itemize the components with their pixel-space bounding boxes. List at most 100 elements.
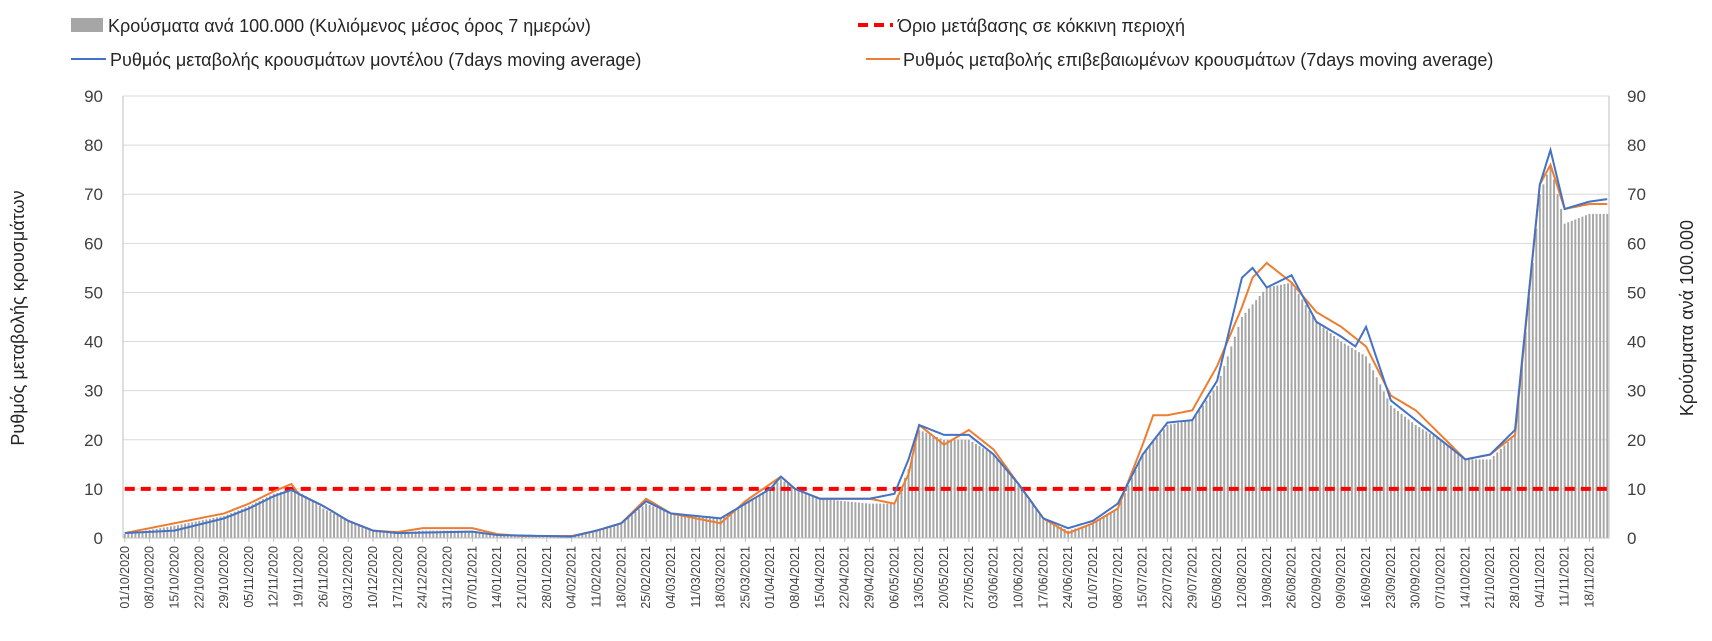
x-tick-label: 24/06/2021 — [1061, 546, 1075, 609]
bar — [840, 500, 843, 538]
bar — [308, 498, 311, 538]
bar — [1311, 316, 1314, 538]
bar — [1226, 356, 1229, 538]
y-tick-left-label: 60 — [84, 234, 103, 253]
bar — [521, 536, 523, 538]
bar — [1560, 208, 1563, 538]
bar — [1304, 305, 1307, 538]
bar — [1531, 262, 1534, 538]
bar — [687, 515, 690, 538]
bar — [265, 497, 268, 538]
bar — [1521, 366, 1524, 538]
x-tick-label: 05/08/2021 — [1210, 546, 1224, 609]
bar — [1467, 459, 1470, 538]
bar — [1006, 471, 1009, 538]
x-tick-label: 19/11/2020 — [292, 546, 306, 608]
bar — [506, 535, 509, 538]
model-line — [124, 146, 1608, 538]
bar — [322, 508, 325, 538]
bar — [1365, 356, 1368, 538]
bar — [804, 493, 807, 538]
bar — [340, 517, 343, 538]
bar — [379, 531, 382, 538]
bar — [694, 515, 697, 538]
bar — [1567, 222, 1570, 539]
bar — [226, 514, 229, 538]
x-tick-label: 29/10/2020 — [217, 546, 231, 609]
bar — [779, 479, 782, 538]
bar — [496, 535, 499, 538]
bar — [1478, 459, 1481, 538]
y-tick-right-label: 0 — [1627, 529, 1636, 548]
bar — [513, 536, 516, 538]
bar — [900, 486, 903, 538]
bar — [489, 533, 492, 538]
legend-bars-label: Κρούσματα ανά 100.000 (Κυλιόμενος μέσος … — [108, 16, 591, 36]
bar — [1386, 398, 1389, 538]
y-axis-left-title: Ρυθμός μεταβολής κρουσμάτων — [8, 190, 28, 445]
bar — [1418, 427, 1421, 538]
bar — [1528, 297, 1531, 538]
bar — [464, 530, 467, 538]
y-tick-left-label: 90 — [84, 87, 103, 106]
bar — [673, 513, 676, 538]
x-tick-label: 04/03/2021 — [664, 546, 678, 609]
bar — [1514, 434, 1516, 538]
x-tick-label: 18/11/2021 — [1582, 546, 1596, 608]
bar — [591, 531, 594, 538]
bar — [935, 436, 938, 538]
bar — [1244, 312, 1247, 538]
bar — [1343, 343, 1346, 538]
bar — [1329, 333, 1332, 538]
bar — [755, 497, 758, 538]
bar — [1404, 416, 1407, 538]
bar — [1301, 299, 1304, 538]
bar — [333, 513, 335, 538]
bar — [1545, 174, 1548, 538]
bar — [294, 490, 296, 538]
bar — [620, 523, 623, 538]
bar — [652, 506, 655, 538]
bar — [889, 503, 892, 538]
bar — [701, 516, 704, 538]
bar — [1602, 213, 1605, 538]
bar — [290, 488, 293, 538]
bar — [769, 488, 772, 538]
bar — [747, 501, 750, 538]
bar — [1393, 408, 1396, 538]
bar — [545, 536, 548, 538]
y-tick-right-label: 40 — [1627, 333, 1646, 352]
bar — [191, 522, 194, 538]
bar — [1446, 445, 1449, 538]
bar — [1191, 420, 1194, 538]
axes — [122, 96, 1610, 539]
bar — [237, 510, 240, 538]
bar — [173, 525, 176, 538]
bar — [1599, 213, 1602, 538]
bar — [751, 499, 754, 538]
y-tick-left-label: 20 — [84, 431, 103, 450]
bar — [166, 526, 169, 538]
legend-bars-swatch — [71, 18, 103, 32]
bar — [1042, 518, 1045, 538]
bar — [872, 503, 875, 538]
bar — [262, 499, 265, 538]
bar — [776, 482, 779, 538]
bar — [542, 536, 545, 538]
bar — [304, 496, 307, 538]
bar — [1425, 431, 1428, 538]
bar — [1577, 218, 1580, 538]
bar — [1173, 423, 1176, 538]
bar — [1549, 164, 1552, 538]
bar — [194, 521, 197, 538]
bar — [1170, 424, 1172, 538]
bar — [744, 503, 747, 538]
bar — [386, 532, 389, 538]
bar — [137, 531, 140, 538]
x-tick-label: 03/12/2020 — [341, 546, 355, 609]
bar — [1216, 385, 1219, 538]
bar — [524, 536, 527, 538]
bar — [1233, 336, 1236, 538]
bar — [152, 529, 155, 538]
x-tick-label: 31/12/2020 — [441, 546, 455, 609]
